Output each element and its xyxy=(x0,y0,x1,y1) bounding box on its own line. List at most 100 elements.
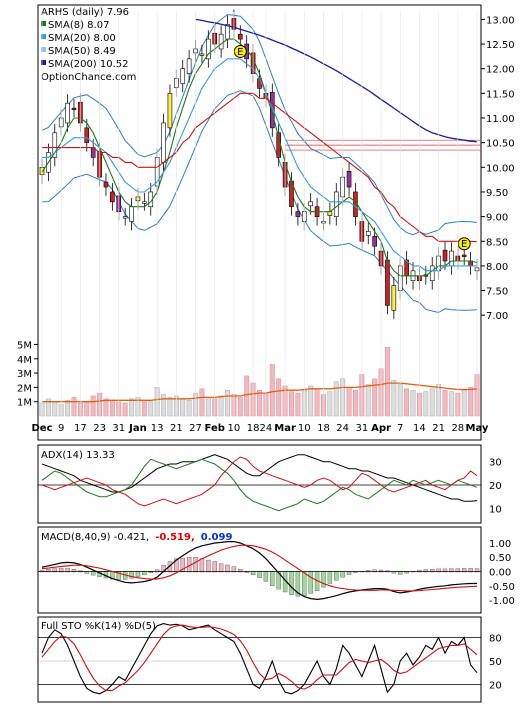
price-tick-label: 9.50 xyxy=(486,188,508,199)
volume-bar xyxy=(180,398,186,417)
legend-swatch xyxy=(41,47,46,52)
macd-histogram-bar xyxy=(327,571,333,584)
candle-body xyxy=(308,201,313,207)
volume-bar xyxy=(199,388,205,417)
macd-histogram-bar xyxy=(154,569,160,573)
macd-tick-label: 0.50 xyxy=(489,553,511,564)
macd-histogram-bar xyxy=(442,568,448,573)
macd-histogram-bar xyxy=(270,571,275,586)
macd-tick-label: -1.00 xyxy=(489,596,515,607)
x-axis-label: Feb xyxy=(205,423,225,434)
macd-histogram-bar xyxy=(346,571,352,575)
macd-histogram-bar xyxy=(90,571,96,576)
candle-body xyxy=(206,38,211,60)
candle-body xyxy=(167,93,173,129)
candle-body xyxy=(385,259,390,306)
volume-bar xyxy=(269,364,275,417)
volume-bar xyxy=(84,401,90,417)
candle-body xyxy=(429,265,435,281)
volume-bar xyxy=(314,388,320,417)
macd-histogram-bar xyxy=(231,566,237,573)
macd-tick-label: 0.00 xyxy=(489,568,511,579)
x-axis-label: 28 xyxy=(451,423,464,434)
candle-body xyxy=(122,216,128,219)
adx-tick-label: 10 xyxy=(489,504,502,515)
macd-histogram-bar xyxy=(378,569,384,573)
macd-histogram-bar xyxy=(46,569,51,573)
candle-body xyxy=(71,107,77,110)
macd-histogram-bar xyxy=(398,571,403,575)
macd-histogram-bar xyxy=(52,568,57,573)
volume-bar xyxy=(391,379,397,417)
volume-bar xyxy=(429,388,435,417)
macd-legend-entry: -0.519, xyxy=(155,532,195,543)
volume-bar xyxy=(205,397,211,417)
macd-histogram-bar xyxy=(193,557,198,573)
price-legend-entry: SMA(200) 10.52 xyxy=(48,59,129,70)
legend-swatch xyxy=(41,34,46,39)
x-axis-label: 24 xyxy=(260,423,273,434)
x-axis-label: 31 xyxy=(355,423,368,434)
sto-legend: Full STO %K(14) %D(5) xyxy=(41,621,156,632)
price-legend-entry: SMA(8) 8.07 xyxy=(48,20,109,31)
macd-legend-entry: MACD(8,40,9) -0.421, xyxy=(41,532,149,543)
volume-tick-label: 2M xyxy=(17,383,32,394)
x-axis-label: 14 xyxy=(413,423,426,434)
price-tick-label: 7.00 xyxy=(486,311,508,322)
price-tick-label: 9.00 xyxy=(486,213,508,224)
candle-body xyxy=(129,206,134,222)
price-legend-entry: ARHS (daily) 7.96 xyxy=(41,7,129,18)
candle-body xyxy=(142,201,147,204)
volume-bar xyxy=(122,402,128,417)
volume-bar xyxy=(109,400,115,417)
price-tick-label: 10.00 xyxy=(486,163,515,174)
earnings-marker-label: E xyxy=(461,239,467,250)
candle-body xyxy=(52,132,58,158)
x-axis-label: May xyxy=(466,423,489,434)
price-tick-label: 10.50 xyxy=(486,139,515,150)
earnings-marker-label: E xyxy=(237,47,243,58)
macd-histogram-bar xyxy=(340,571,345,578)
volume-bar xyxy=(372,378,378,417)
volume-bar xyxy=(289,391,294,417)
sma-line-4 xyxy=(195,18,478,143)
macd-histogram-bar xyxy=(212,561,217,573)
adx-legend: ADX(14) 13.33 xyxy=(41,450,115,461)
volume-bar xyxy=(295,392,301,417)
x-axis-label: 17 xyxy=(74,423,87,434)
macd-histogram-bar xyxy=(135,571,141,577)
macd-histogram-bar xyxy=(423,569,429,573)
sma-line-1 xyxy=(41,38,478,277)
macd-histogram-bar xyxy=(334,571,339,581)
x-axis-label: Apr xyxy=(371,423,391,434)
macd-histogram-bar xyxy=(308,571,313,594)
candle-body xyxy=(65,102,70,124)
x-axis-label: 9 xyxy=(58,423,64,434)
volume-bar xyxy=(448,391,454,417)
macd-histogram-bar xyxy=(302,571,307,596)
sto-tick-label: 80 xyxy=(489,634,502,645)
candle-body xyxy=(449,250,454,267)
macd-histogram-bar xyxy=(263,571,269,582)
macd-histogram-bar xyxy=(449,568,454,573)
adx-series-line-3 xyxy=(41,456,478,507)
macd-histogram-bar xyxy=(206,559,211,573)
earnings-marker xyxy=(233,44,247,58)
candle-body xyxy=(103,181,109,188)
earnings-marker xyxy=(457,237,471,251)
sma-line-3 xyxy=(42,92,478,243)
candle-body xyxy=(346,170,352,188)
macd-tick-label: -0.50 xyxy=(489,582,515,593)
volume-bar xyxy=(129,398,135,417)
x-axis-label: 31 xyxy=(112,423,125,434)
candle-body xyxy=(269,92,275,129)
x-axis-label: 7 xyxy=(397,423,403,434)
macd-histogram-bar xyxy=(174,558,179,573)
price-tick-label: 12.00 xyxy=(486,65,515,76)
candle-body xyxy=(442,249,448,262)
volume-bar xyxy=(276,378,282,417)
macd-legend-entry: 0.099 xyxy=(201,532,233,543)
macd-histogram-bar xyxy=(250,571,256,576)
sto-tick-label: 20 xyxy=(489,680,502,691)
volume-bar xyxy=(65,400,71,417)
